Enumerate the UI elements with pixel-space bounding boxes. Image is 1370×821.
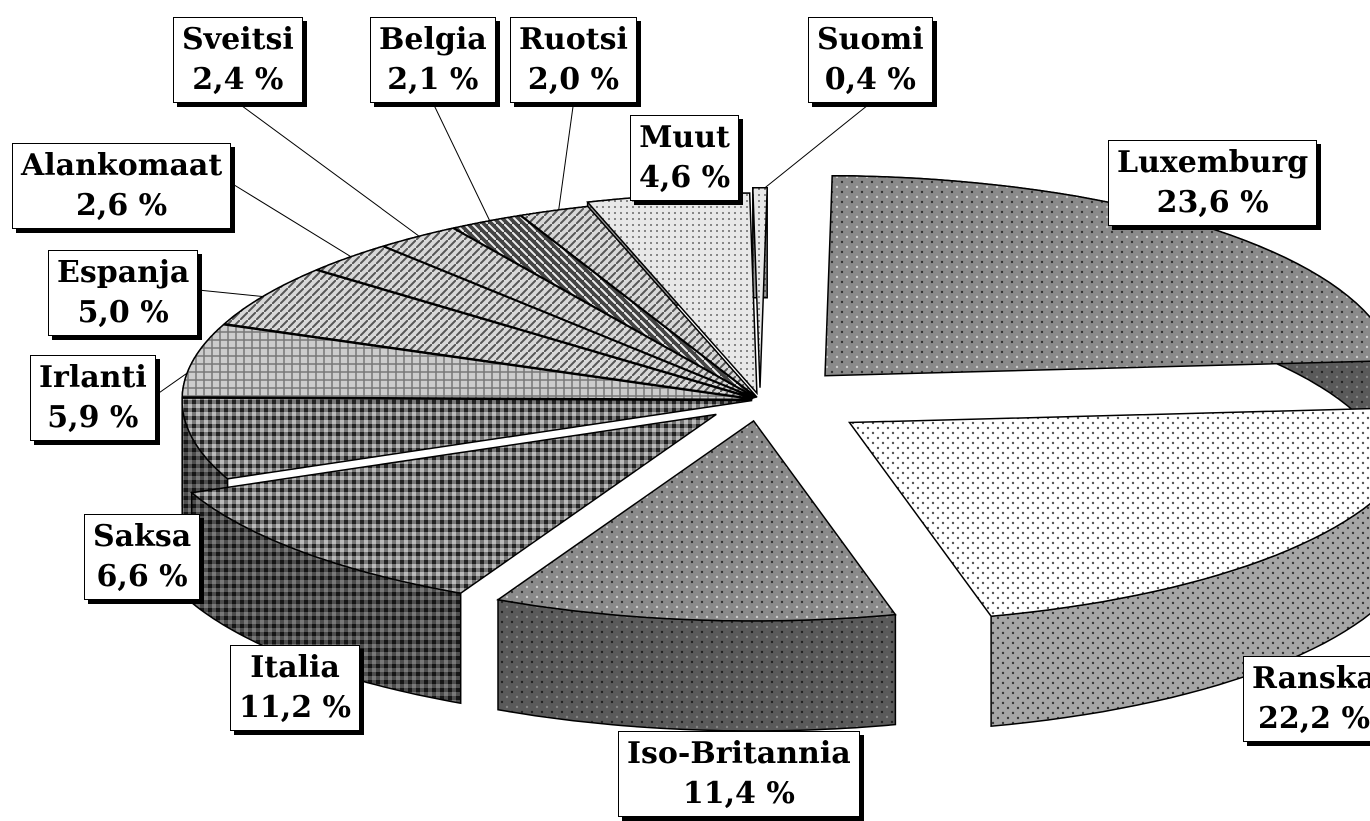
slice-label-name: Belgia <box>379 22 487 57</box>
slice-label-value: 22,2 % <box>1257 701 1370 736</box>
slice-label-name: Irlanti <box>39 360 147 395</box>
leader-line-espanja <box>197 289 275 299</box>
slice-side-shade-1 <box>991 503 1370 727</box>
leader-lines <box>155 102 871 396</box>
slice-top-iso-britannia <box>496 419 897 622</box>
slice-label-muut: Muut 4,6 % <box>630 115 740 201</box>
slice-label-name: Iso-Britannia <box>627 736 851 771</box>
slice-label-value: 4,6 % <box>639 160 731 195</box>
pie-tops <box>181 174 1370 622</box>
slice-label-suomi: Suomi 0,4 % <box>808 17 933 103</box>
slice-side-shade-2 <box>498 599 896 731</box>
slice-top-suomi <box>752 186 768 388</box>
slice-label-value: 11,4 % <box>682 776 795 811</box>
slice-label-italia: Italia 11,2 % <box>230 645 361 731</box>
slice-label-value: 2,1 % <box>387 62 479 97</box>
slice-label-belgia: Belgia 2,1 % <box>370 17 496 103</box>
slice-label-saksa: Saksa 6,6 % <box>84 514 201 600</box>
slice-label-ruotsi: Ruotsi 2,0 % <box>510 17 637 103</box>
slice-label-alankomaat: Alankomaat 2,6 % <box>12 143 232 229</box>
slice-top-ruotsi <box>519 205 758 398</box>
slice-label-irlanti: Irlanti 5,9 % <box>30 355 156 441</box>
slice-top-alankomaat <box>315 245 755 399</box>
slice-label-name: Ranska <box>1252 661 1370 696</box>
leader-line-sveitsi <box>237 102 425 241</box>
slice-label-name: Saksa <box>93 519 192 554</box>
slice-top-belgia <box>451 214 757 399</box>
slice-label-sveitsi: Sveitsi 2,4 % <box>173 17 303 103</box>
slice-label-name: Muut <box>639 120 730 155</box>
leader-line-ruotsi <box>557 102 574 215</box>
slice-label-ranska: Ranska 22,2 % <box>1243 656 1370 742</box>
slice-top-irlanti <box>181 323 753 401</box>
slice-top-espanja <box>222 269 754 400</box>
slice-label-value: 5,0 % <box>77 295 169 330</box>
slice-label-value: 2,6 % <box>76 188 168 223</box>
slice-top-saksa <box>181 397 753 480</box>
slice-label-value: 23,6 % <box>1156 185 1269 220</box>
slice-top-sveitsi <box>381 227 756 399</box>
slice-top-ranska <box>847 407 1370 617</box>
slice-label-value: 11,2 % <box>239 690 352 725</box>
slice-side-1 <box>990 502 1370 728</box>
leader-line-suomi <box>759 102 871 193</box>
slice-label-value: 6,6 % <box>96 559 188 594</box>
slice-label-value: 2,0 % <box>527 62 620 97</box>
slice-label-value: 0,4 % <box>824 62 916 97</box>
slice-label-name: Sveitsi <box>182 22 294 57</box>
slice-label-value: 2,4 % <box>192 62 284 97</box>
slice-top-italia <box>189 413 717 594</box>
slice-label-luxemburg: Luxemburg 23,6 % <box>1108 140 1318 226</box>
leader-line-belgia <box>432 102 493 226</box>
slice-label-espanja: Espanja 5,0 % <box>48 250 199 336</box>
leader-line-alankomaat <box>230 182 358 261</box>
slice-label-iso-britannia: Iso-Britannia 11,4 % <box>618 731 860 817</box>
slice-label-name: Espanja <box>57 255 190 290</box>
slice-label-name: Luxemburg <box>1117 145 1309 180</box>
slice-label-name: Alankomaat <box>21 148 223 183</box>
slice-label-name: Ruotsi <box>519 22 628 57</box>
slice-label-name: Suomi <box>817 22 924 57</box>
slice-side-shade-3 <box>191 492 461 704</box>
slice-label-name: Italia <box>250 650 340 685</box>
slice-label-value: 5,9 % <box>47 400 139 435</box>
